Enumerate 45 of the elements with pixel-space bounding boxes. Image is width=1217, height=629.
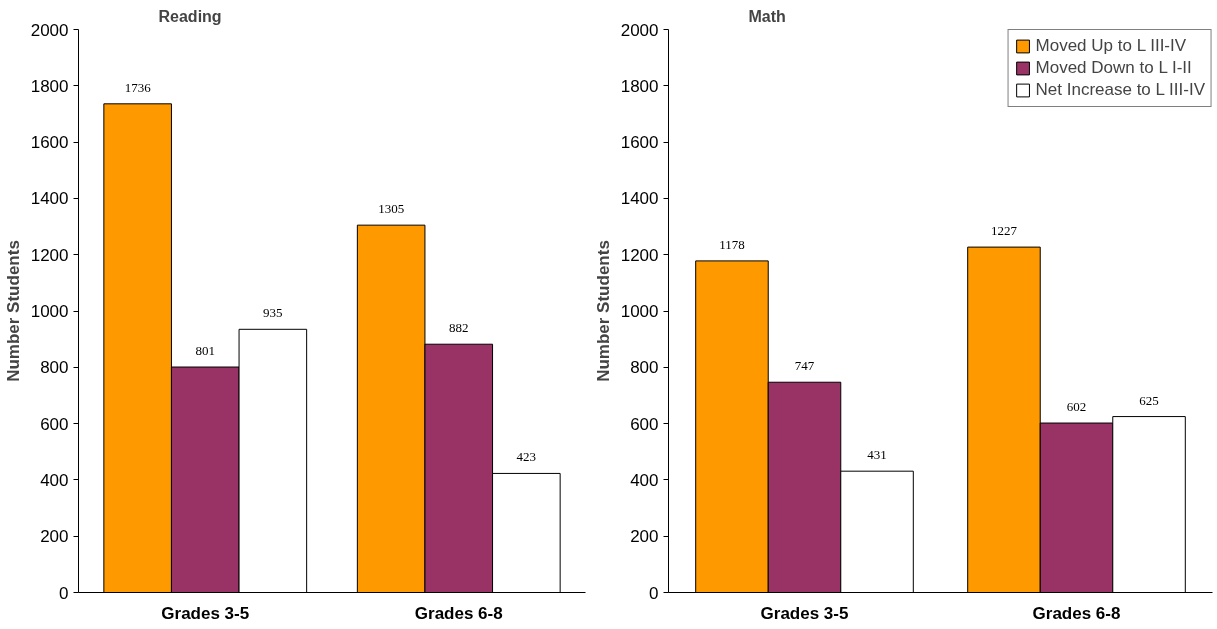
legend-label: Net Increase to L III-IV [1035,80,1205,100]
y-tick-label: 1800 [620,76,659,96]
data-label: 423 [516,449,537,465]
y-tick-label: 800 [40,358,69,378]
y-tick-label: 1600 [30,133,69,153]
x-tick-label: Grades 3-5 [760,603,849,623]
data-label: 882 [449,320,469,336]
data-label: 747 [794,358,815,374]
y-tick-label: 1200 [620,245,659,265]
data-label: 431 [867,447,887,463]
y-tick-label: 200 [40,527,69,547]
data-label: 935 [263,305,283,321]
y-tick-label: 800 [630,358,659,378]
data-label: 1305 [378,201,405,217]
data-label: 801 [195,343,215,359]
data-label: 1736 [124,79,152,95]
x-tick-label: Grades 3-5 [161,603,250,623]
y-tick-label: 1400 [620,189,659,209]
y-tick-label: 0 [59,583,69,603]
y-tick-label: 200 [630,527,659,547]
y-tick-label: 2000 [620,20,659,40]
y-tick-label: 0 [649,583,659,603]
legend-label: Moved Down to L I-II [1035,58,1192,78]
y-tick-label: 400 [40,470,69,490]
y-tick-label: 600 [40,414,69,434]
data-label: 625 [1139,392,1159,408]
y-tick-label: 1000 [30,302,69,321]
data-label: 602 [1066,399,1087,415]
y-tick-label: 400 [630,470,659,490]
chart-title: Reading [158,7,222,25]
legend-label: Moved Up to L III-IV [1035,36,1187,56]
y-tick-label: 1400 [30,189,69,209]
data-label: 1227 [990,223,1018,239]
y-axis-title: Number Students [593,240,613,382]
y-tick-label: 1000 [620,302,659,321]
y-tick-label: 600 [630,414,659,434]
y-tick-label: 1200 [30,245,69,265]
data-label: 1178 [719,236,745,252]
y-tick-label: 1600 [620,133,659,153]
y-tick-label: 2000 [30,20,69,40]
x-tick-label: Grades 6-8 [414,603,503,623]
y-tick-label: 1800 [30,76,69,96]
chart-title: Math [748,7,786,25]
y-axis-title: Number Students [3,240,23,382]
x-tick-label: Grades 6-8 [1032,603,1121,623]
